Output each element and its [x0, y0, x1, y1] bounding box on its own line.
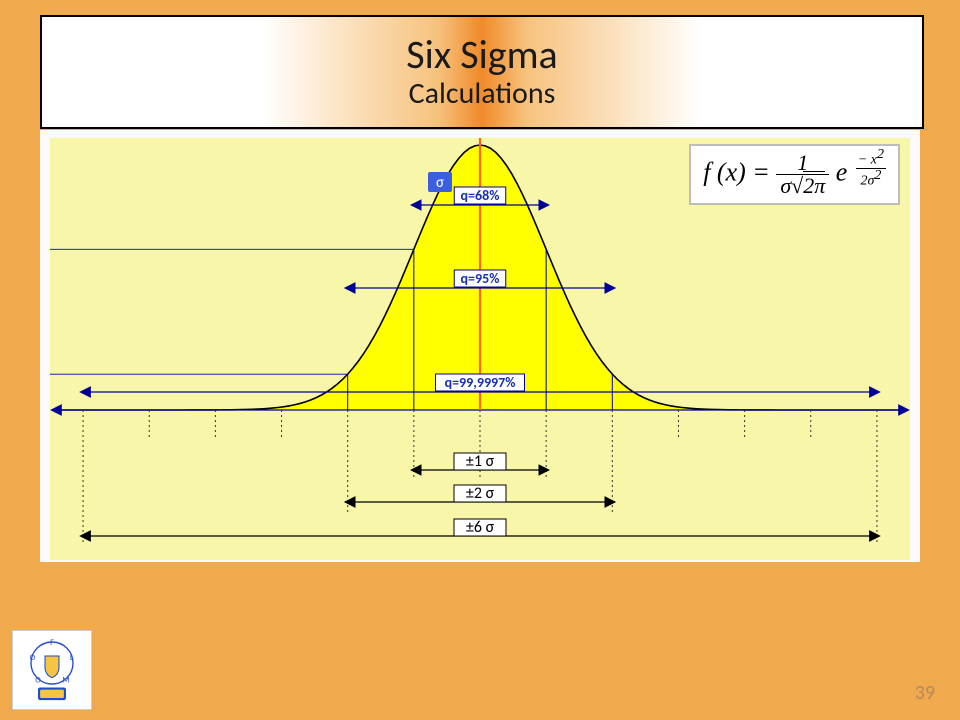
page-number: 39 — [915, 681, 935, 705]
bracket-label-2: ±6 σ — [466, 518, 495, 537]
svg-text:F: F — [50, 638, 54, 648]
svg-text:M: M — [62, 676, 69, 686]
q-label-0: q=68% — [461, 187, 500, 204]
title-main: Six Sigma — [406, 35, 557, 75]
logo: F O L O M — [12, 630, 92, 710]
formula-exponent: − x2 2σ2 — [856, 148, 886, 188]
svg-text:O: O — [30, 653, 36, 663]
formula-box: f (x) = 1 σ√2π e − x2 2σ2 — [689, 144, 900, 205]
svg-text:L: L — [70, 653, 74, 663]
bracket-label-1: ±2 σ — [466, 484, 495, 503]
formula-e: e — [836, 157, 848, 186]
sigma-badge-label: σ — [436, 174, 444, 192]
q-label-1: q=95% — [461, 270, 500, 287]
q-label-2: q=99,9997% — [445, 374, 516, 391]
formula-frac1: 1 σ√2π — [776, 152, 829, 197]
title-sub: Calculations — [409, 79, 556, 109]
title-box: Six Sigma Calculations — [40, 15, 924, 129]
slide: Six Sigma Calculations σ q=68% q=95% q=99,9… — [0, 0, 960, 720]
chart-container: σ q=68% q=95% q=99,9997% ±1 σ ±2 σ ±6 σ f (x) … — [40, 130, 920, 562]
formula-lhs: f (x) = — [703, 157, 776, 186]
bracket-label-0: ±1 σ — [466, 452, 495, 471]
svg-text:O: O — [35, 676, 41, 686]
